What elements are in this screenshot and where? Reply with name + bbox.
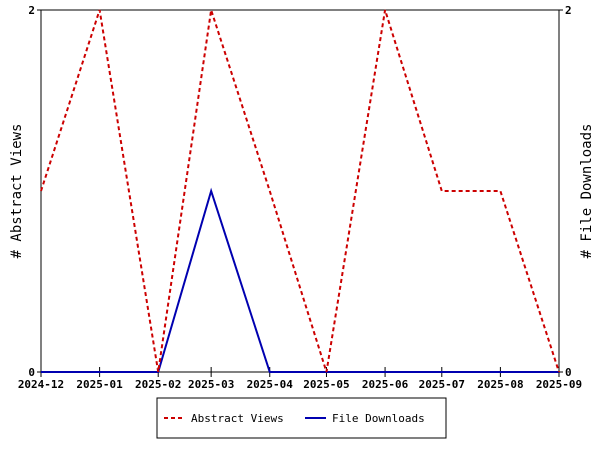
x-tick-label: 2025-06 — [362, 378, 409, 391]
x-tick-label: 2025-07 — [419, 378, 465, 391]
x-tick-label: 2024-12 — [18, 378, 64, 391]
y-tick-label-left: 0 — [28, 366, 35, 379]
y-tick-label-left: 2 — [28, 4, 35, 17]
x-tick-label: 2025-08 — [477, 378, 523, 391]
x-tick-label: 2025-04 — [247, 378, 294, 391]
legend-label-abstract-views: Abstract Views — [191, 412, 284, 425]
y-tick-label-right: 0 — [565, 366, 572, 379]
x-tick-label: 2025-09 — [536, 378, 582, 391]
x-tick-label: 2025-02 — [135, 378, 181, 391]
y-axis-label-right: # File Downloads — [579, 124, 595, 259]
legend-label-file-downloads: File Downloads — [332, 412, 425, 425]
x-tick-label: 2025-05 — [303, 378, 349, 391]
legend-box — [156, 397, 447, 439]
x-tick-label: 2025-01 — [76, 378, 123, 391]
series-line-file-downloads — [41, 187, 559, 373]
y-tick-label-right: 2 — [565, 4, 572, 17]
x-tick-label: 2025-03 — [188, 378, 234, 391]
series-line-abstract-views — [40, 9, 560, 373]
y-axis-label-left: # Abstract Views — [9, 124, 25, 259]
legend: Abstract Views File Downloads — [156, 397, 447, 439]
